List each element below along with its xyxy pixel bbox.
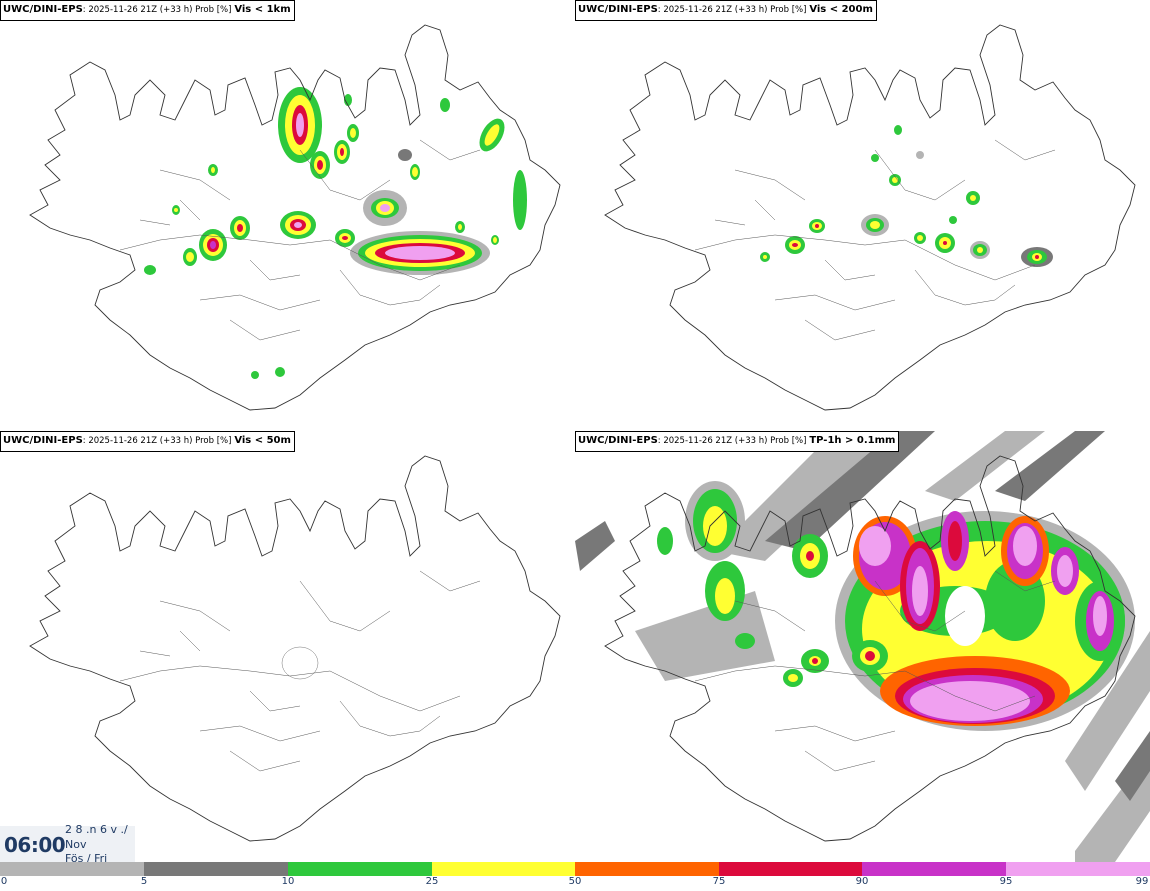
colorbar-segment	[719, 862, 862, 876]
panel-source: UWC/DINI-EPS	[3, 435, 83, 446]
map-tp-1h	[575, 431, 1150, 862]
panel-title: UWC/DINI-EPS: 2025-11-26 21Z (+33 h) Pro…	[575, 0, 877, 21]
coastline	[604, 455, 1136, 842]
panel-variable: Vis < 200m	[809, 4, 873, 15]
panel-source: UWC/DINI-EPS	[578, 4, 658, 15]
colorbar-segment	[144, 862, 288, 876]
colorbar-tick: 25	[425, 876, 439, 887]
colorbar-tick: 75	[712, 876, 726, 887]
panel-meta: : 2025-11-26 21Z (+33 h) Prob [%]	[82, 436, 232, 446]
probability-field	[144, 87, 527, 379]
map-panel-vis-50m: UWC/DINI-EPS: 2025-11-26 21Z (+33 h) Pro…	[0, 431, 575, 862]
probability-field	[575, 431, 1150, 862]
colorbar-tick: 90	[855, 876, 869, 887]
panel-meta: : 2025-11-26 21Z (+33 h) Prob [%]	[657, 5, 807, 15]
colorbar-tick: 5	[140, 876, 148, 887]
valid-time-month: Nov	[65, 838, 87, 851]
colorbar-segment	[288, 862, 432, 876]
map-panel-tp-1h: UWC/DINI-EPS: 2025-11-26 21Z (+33 h) Pro…	[575, 431, 1150, 862]
colorbar-tick: 50	[568, 876, 582, 887]
map-vis-1km	[29, 24, 561, 411]
panel-title: UWC/DINI-EPS: 2025-11-26 21Z (+33 h) Pro…	[575, 431, 900, 452]
colorbar-tick: 10	[281, 876, 295, 887]
valid-time-date: 2 8 .n 6 v ./	[65, 823, 128, 836]
map-vis-50m	[29, 455, 561, 842]
colorbar-segment	[432, 862, 575, 876]
panel-variable: TP-1h > 0.1mm	[809, 435, 896, 446]
colorbar-tick: 99	[1135, 876, 1149, 887]
colorbar-tick: 95	[999, 876, 1013, 887]
map-vis-200m	[604, 24, 1136, 411]
panel-meta: : 2025-11-26 21Z (+33 h) Prob [%]	[657, 436, 807, 446]
colorbar-tick: 0	[0, 876, 8, 887]
coastline	[604, 24, 1136, 411]
colorbar-segment	[862, 862, 1006, 876]
panel-source: UWC/DINI-EPS	[578, 435, 658, 446]
colorbar-segment	[0, 862, 144, 876]
panel-variable: Vis < 50m	[234, 435, 291, 446]
colorbar-segment	[575, 862, 719, 876]
probability-colorbar: 0 5 10 25 50 75 90 95 99	[0, 862, 1150, 891]
panel-title: UWC/DINI-EPS: 2025-11-26 21Z (+33 h) Pro…	[0, 0, 295, 21]
map-panel-vis-1km: UWC/DINI-EPS: 2025-11-26 21Z (+33 h) Pro…	[0, 0, 575, 431]
valid-time-box: 06:00 2 8 .n 6 v ./ Nov Fös / Fri	[0, 823, 135, 865]
map-panel-vis-200m: UWC/DINI-EPS: 2025-11-26 21Z (+33 h) Pro…	[575, 0, 1150, 431]
colorbar-segment	[1006, 862, 1150, 876]
coastline	[29, 24, 561, 411]
panel-meta: : 2025-11-26 21Z (+33 h) Prob [%]	[82, 5, 232, 15]
coastline	[29, 455, 561, 842]
valid-time-weekday: Fös / Fri	[65, 852, 108, 865]
panel-title: UWC/DINI-EPS: 2025-11-26 21Z (+33 h) Pro…	[0, 431, 295, 452]
panel-variable: Vis < 1km	[234, 4, 291, 15]
panel-source: UWC/DINI-EPS	[3, 4, 83, 15]
valid-time-clock: 06:00	[4, 833, 66, 857]
probability-field	[760, 125, 1053, 267]
